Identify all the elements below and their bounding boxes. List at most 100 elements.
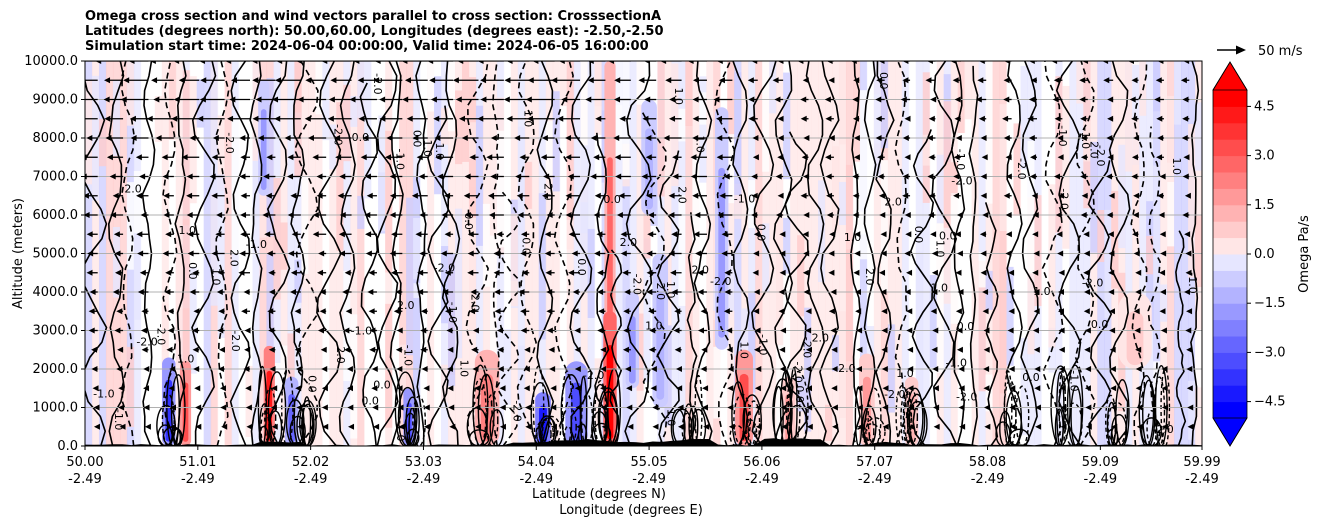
wind-vector-head xyxy=(496,231,503,238)
omega-cell xyxy=(161,303,170,397)
omega-cell xyxy=(182,70,191,226)
wind-vector-head xyxy=(518,289,525,295)
wind-vector-head xyxy=(852,192,859,199)
contour-loop xyxy=(1153,376,1166,446)
wind-vector-head xyxy=(520,308,527,315)
wind-vector-head xyxy=(567,173,574,180)
wind-vector-head xyxy=(367,289,374,295)
wind-vector-head xyxy=(1003,192,1010,199)
wind-vector-head xyxy=(548,346,555,353)
omega-cell xyxy=(489,235,498,362)
omega-cell xyxy=(210,61,219,194)
omega-cell xyxy=(1090,141,1098,253)
wind-vector-head xyxy=(692,96,699,103)
wind-vector-head xyxy=(1184,231,1191,238)
omega-cell xyxy=(1034,195,1043,307)
wind-vector-head xyxy=(162,250,169,257)
wind-vector-head xyxy=(1003,96,1010,103)
wind-vector-head xyxy=(423,423,430,430)
x-tick-label-lon: -2.49 xyxy=(632,472,666,487)
wind-vector-head xyxy=(1035,423,1042,430)
wind-vector-head xyxy=(982,289,989,295)
wind-vector-head xyxy=(137,250,144,257)
colorbar-tick-label: 0.0 xyxy=(1254,247,1275,262)
wind-vector-head xyxy=(550,385,557,392)
wind-vector-head xyxy=(1157,135,1164,141)
wind-vector-head xyxy=(626,385,633,392)
wind-vector-head xyxy=(1187,404,1194,411)
wind-vector-head xyxy=(265,192,272,199)
wind-vector-head xyxy=(703,423,710,430)
wind-vector-head xyxy=(1005,154,1012,161)
wind-vector-head xyxy=(199,96,206,103)
wind-vector-head xyxy=(882,423,889,430)
wind-vector-head xyxy=(957,289,964,295)
wind-vector-head xyxy=(558,61,565,64)
wind-vector-head xyxy=(561,96,568,103)
wind-vector-head xyxy=(1082,61,1089,64)
wind-vector-head xyxy=(287,154,294,161)
omega-cell xyxy=(441,107,449,145)
wind-vector-head xyxy=(211,250,218,257)
contour-loop xyxy=(591,422,612,446)
wind-vector-head xyxy=(881,366,888,372)
wind-vector-head xyxy=(550,404,557,411)
wind-vector-head xyxy=(574,327,581,334)
contour-label: 2.0 xyxy=(676,186,689,204)
wind-vector-head xyxy=(197,115,204,122)
wind-vector-head xyxy=(825,173,832,180)
wind-vector-head xyxy=(112,289,119,295)
wind-vector-head xyxy=(904,154,911,161)
wind-vector-head xyxy=(167,308,174,315)
omega-cell xyxy=(280,345,289,387)
wind-vector-head xyxy=(252,77,259,84)
wind-vector-head xyxy=(1079,96,1086,103)
omega-cell xyxy=(455,208,463,359)
omega-cell xyxy=(845,164,854,231)
contour-loop xyxy=(530,382,550,446)
wind-vector-head xyxy=(119,423,126,430)
wind-vector-head xyxy=(141,346,148,353)
contour-loop xyxy=(1050,365,1071,446)
wind-vector-head xyxy=(803,250,810,257)
wind-vector-head xyxy=(927,173,934,180)
omega-cell xyxy=(503,329,512,406)
wind-vector-head xyxy=(1103,77,1110,84)
wind-vector-head xyxy=(114,327,121,334)
omega-cell xyxy=(671,63,680,187)
wind-vector-head xyxy=(755,404,762,411)
wind-vector-head xyxy=(488,212,495,218)
contour-loop xyxy=(285,399,305,446)
wind-vector-head xyxy=(642,115,649,122)
colorbar-band xyxy=(1213,368,1247,386)
wind-vector-head xyxy=(526,115,533,122)
wind-vector-head xyxy=(85,154,87,161)
wind-vector-head xyxy=(597,269,604,276)
wind-vector-head xyxy=(904,212,911,218)
contour-loop xyxy=(598,390,618,446)
y-tick-label: 0.0 xyxy=(57,439,78,454)
omega-cell xyxy=(929,274,938,368)
wind-vector-head xyxy=(831,404,838,411)
wind-vector-head xyxy=(780,327,787,334)
wind-vector-head xyxy=(801,154,808,161)
omega-cell xyxy=(852,61,861,162)
wind-vector-head xyxy=(904,115,911,122)
quiver-key: 50 m/s xyxy=(1217,44,1303,59)
wind-vector-head xyxy=(1161,366,1168,372)
omega-cell xyxy=(718,167,726,338)
omega-cell xyxy=(1188,380,1196,440)
wind-vector-head xyxy=(879,212,886,218)
wind-vector-head xyxy=(389,250,396,257)
colorbar: 4.5 3.0 1.5 0.0 −1.5 −3.0 −4.5 Omega Pa/s xyxy=(1212,61,1312,447)
wind-vector-head xyxy=(1056,231,1063,238)
wind-vector-head xyxy=(1057,135,1064,141)
contour-label: 0.0 xyxy=(793,385,806,403)
wind-vector-head xyxy=(723,308,730,315)
wind-vector-head xyxy=(1084,289,1091,295)
wind-vector-head xyxy=(493,250,500,257)
wind-vector-head xyxy=(983,385,990,392)
wind-vector-head xyxy=(123,77,130,84)
x-tick-label-lat: 57.07 xyxy=(856,455,893,470)
wind-vector-head xyxy=(389,212,396,218)
